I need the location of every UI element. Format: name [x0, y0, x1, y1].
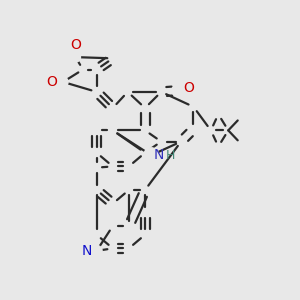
Text: N: N: [153, 148, 164, 162]
Text: H: H: [166, 149, 175, 162]
Text: O: O: [70, 38, 81, 52]
Circle shape: [144, 148, 159, 163]
Text: N: N: [81, 244, 92, 258]
Text: O: O: [46, 75, 57, 89]
Circle shape: [70, 52, 80, 62]
Circle shape: [172, 85, 183, 96]
Circle shape: [58, 77, 68, 87]
Circle shape: [91, 245, 102, 256]
Text: O: O: [184, 81, 194, 95]
